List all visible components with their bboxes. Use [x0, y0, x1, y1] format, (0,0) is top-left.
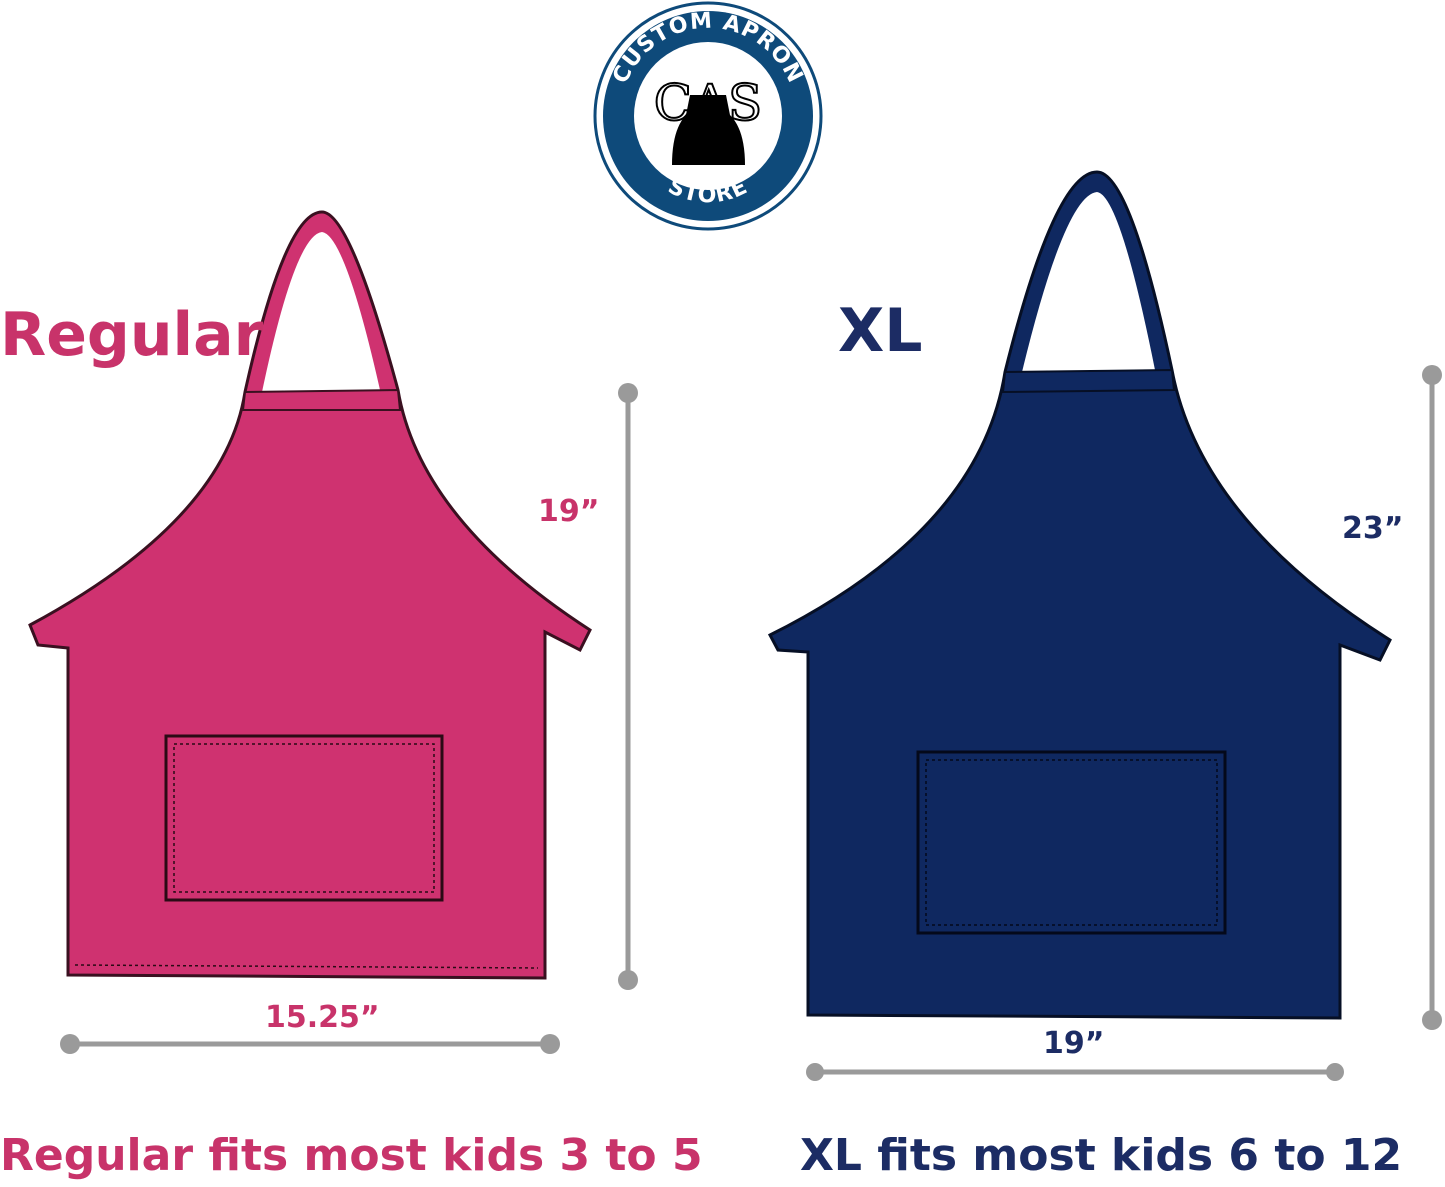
regular-width-measure [60, 1034, 560, 1054]
regular-width-label: 15.25” [265, 1000, 380, 1035]
xl-width-measure [806, 1063, 1344, 1081]
xl-apron [767, 170, 1392, 1020]
xl-height-label: 23” [1342, 511, 1404, 546]
apron-logo-icon [672, 95, 745, 165]
xl-title: XL [838, 296, 923, 366]
regular-pocket [164, 734, 444, 902]
xl-width-label: 19” [1043, 1026, 1105, 1061]
logo-monogram: CAS [654, 74, 763, 132]
regular-height-measure [618, 383, 638, 990]
xl-caption: XL fits most kids 6 to 12 [800, 1130, 1403, 1181]
regular-height-label: 19” [538, 494, 600, 529]
store-logo: CUSTOM APRON STORE CAS [593, 1, 823, 231]
xl-height-measure [1422, 365, 1442, 1030]
xl-pocket [916, 750, 1227, 935]
regular-apron [28, 210, 592, 980]
regular-caption: Regular fits most kids 3 to 5 [0, 1130, 703, 1181]
regular-title: Regular [0, 300, 264, 370]
